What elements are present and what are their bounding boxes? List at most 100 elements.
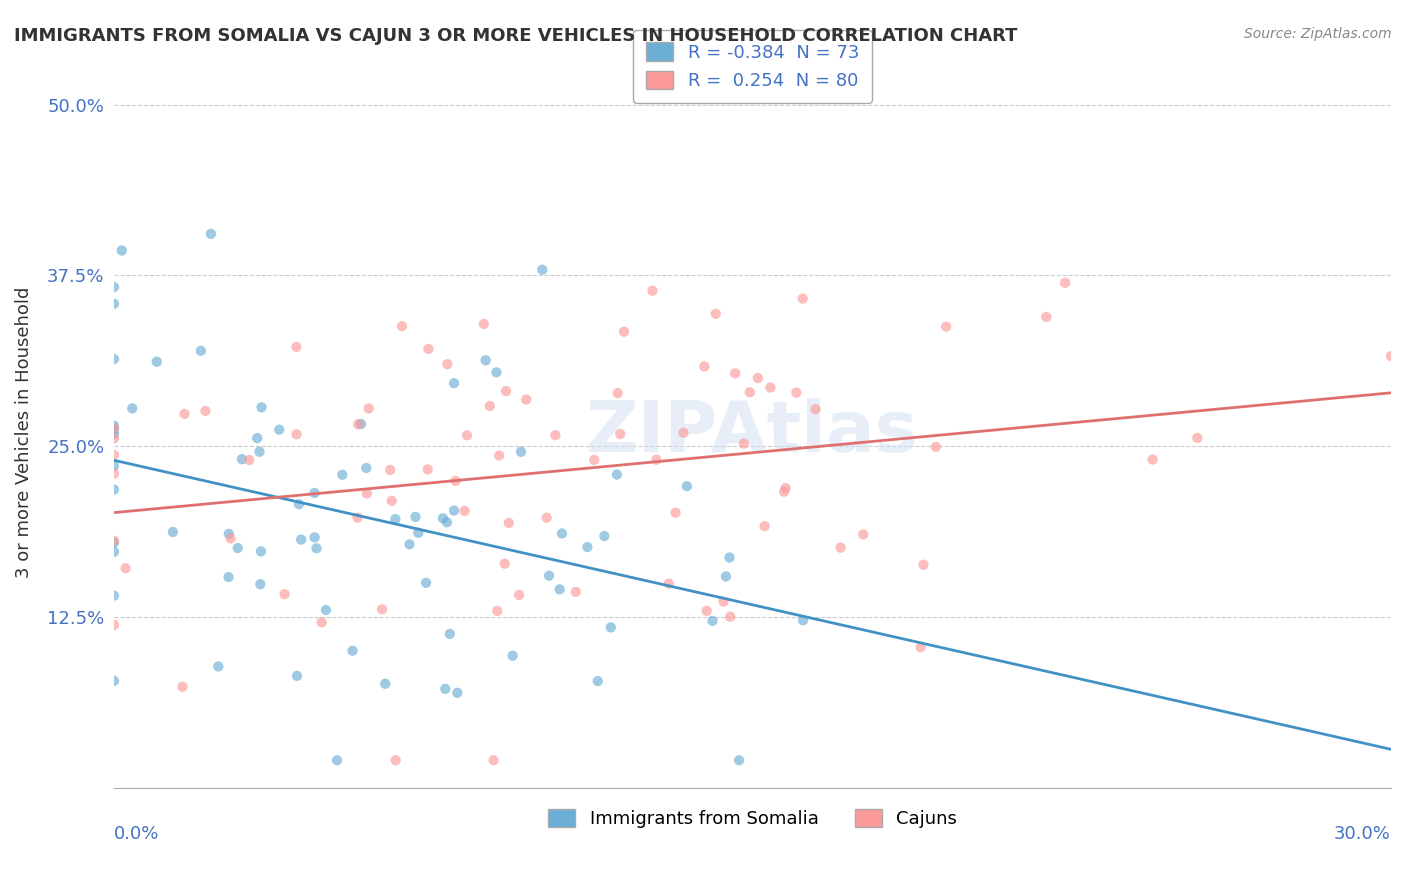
Cajuns [672,425,695,440]
Immigrants from Somalia [103,545,125,559]
Immigrants from Somalia [103,483,125,497]
Cajuns [356,486,378,500]
Immigrants from Somalia [103,280,125,294]
Cajuns [494,557,516,571]
Cajuns [103,421,125,435]
Cajuns [418,342,440,356]
Cajuns [830,541,852,555]
Cajuns [173,407,195,421]
Immigrants from Somalia [415,575,437,590]
Immigrants from Somalia [408,525,430,540]
Immigrants from Somalia [304,530,326,544]
Immigrants from Somalia [103,535,125,549]
Cajuns [1035,310,1057,324]
Immigrants from Somalia [446,686,468,700]
Cajuns [311,615,333,630]
Immigrants from Somalia [593,529,616,543]
Immigrants from Somalia [718,550,741,565]
Immigrants from Somalia [200,227,222,241]
Immigrants from Somalia [103,297,125,311]
Cajuns [285,427,308,442]
Cajuns [347,417,370,432]
Immigrants from Somalia [405,510,427,524]
Cajuns [357,401,380,416]
Immigrants from Somalia [111,244,134,258]
Immigrants from Somalia [250,544,273,558]
Immigrants from Somalia [439,627,461,641]
Immigrants from Somalia [538,568,561,582]
Cajuns [1379,349,1402,363]
Cajuns [273,587,295,601]
Cajuns [472,317,495,331]
Immigrants from Somalia [121,401,143,416]
Cajuns [713,594,735,608]
Cajuns [508,588,530,602]
Cajuns [738,385,761,400]
Cajuns [515,392,537,407]
Cajuns [759,380,782,394]
Cajuns [747,371,769,385]
Cajuns [498,516,520,530]
Immigrants from Somalia [676,479,699,493]
Immigrants from Somalia [288,497,311,511]
Cajuns [775,481,797,495]
Cajuns [565,585,588,599]
Cajuns [852,527,875,541]
Text: 0.0%: 0.0% [114,824,159,843]
Cajuns [436,357,458,371]
Cajuns [482,753,505,767]
Cajuns [172,680,194,694]
Immigrants from Somalia [398,537,420,551]
Immigrants from Somalia [249,444,271,458]
Cajuns [346,510,368,524]
Legend: Immigrants from Somalia, Cajuns: Immigrants from Somalia, Cajuns [541,802,965,836]
Immigrants from Somalia [342,644,364,658]
Immigrants from Somalia [246,431,269,445]
Cajuns [773,484,796,499]
Immigrants from Somalia [218,526,240,541]
Cajuns [935,319,957,334]
Immigrants from Somalia [103,458,125,473]
Cajuns [583,453,606,467]
Immigrants from Somalia [576,540,599,554]
Cajuns [544,428,567,442]
Immigrants from Somalia [103,418,125,433]
Immigrants from Somalia [269,423,291,437]
Cajuns [238,453,260,467]
Cajuns [103,448,125,462]
Cajuns [785,385,807,400]
Immigrants from Somalia [434,681,457,696]
Immigrants from Somalia [443,376,465,391]
Cajuns [384,753,406,767]
Immigrants from Somalia [315,603,337,617]
Immigrants from Somalia [250,401,273,415]
Cajuns [925,440,948,454]
Immigrants from Somalia [305,541,328,556]
Immigrants from Somalia [190,343,212,358]
Cajuns [381,494,404,508]
Cajuns [792,292,814,306]
Cajuns [609,427,631,442]
Cajuns [696,604,718,618]
Immigrants from Somalia [103,352,125,367]
Immigrants from Somalia [714,569,737,583]
Immigrants from Somalia [103,426,125,441]
Immigrants from Somalia [218,570,240,584]
Cajuns [1142,452,1164,467]
Cajuns [371,602,394,616]
Cajuns [103,533,125,548]
Immigrants from Somalia [162,524,184,539]
Immigrants from Somalia [103,673,125,688]
Cajuns [704,307,727,321]
Immigrants from Somalia [249,577,271,591]
Cajuns [486,604,509,618]
Text: ZIPAtlas: ZIPAtlas [586,398,918,467]
Cajuns [495,384,517,399]
Immigrants from Somalia [586,674,609,689]
Cajuns [724,367,747,381]
Immigrants from Somalia [432,511,454,525]
Immigrants from Somalia [304,486,326,500]
Immigrants from Somalia [350,417,373,431]
Cajuns [478,399,501,413]
Cajuns [103,618,125,632]
